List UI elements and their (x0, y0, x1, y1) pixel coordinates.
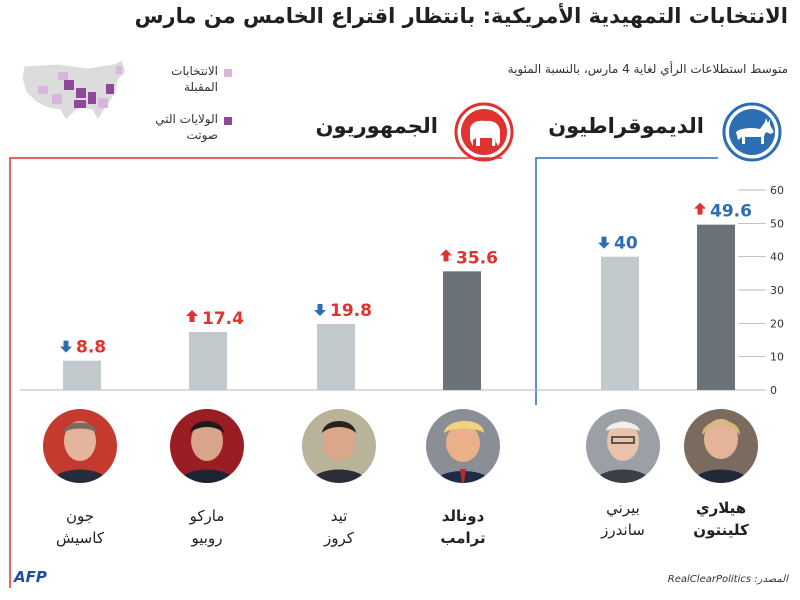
bar-الديموقراطيون-0 (697, 224, 735, 390)
value-label: 19.8 (330, 301, 372, 321)
y-tick-label: 40 (770, 251, 784, 264)
republicans-frame (9, 157, 502, 588)
value-label: 35.6 (456, 248, 498, 268)
democrats-label: الديموقراطيون (548, 114, 704, 138)
trump-portrait (426, 409, 500, 483)
y-tick-label: 60 (770, 184, 784, 197)
upcoming-legend-swatch (224, 69, 232, 77)
page-title: الانتخابات التمهيدية الأمريكية: بانتظار … (134, 4, 788, 28)
us-map-icon (21, 59, 127, 121)
bar-الديموقراطيون-1 (601, 256, 639, 390)
chart-subtitle: متوسط استطلاعات الرأي لغاية 4 مارس، بالن… (507, 62, 788, 76)
candidate-name-rubio: ماركو روبيو (189, 507, 225, 547)
clinton-portrait (684, 409, 758, 483)
trend-up-icon (440, 249, 452, 262)
voted-legend-label: الولايات التي صوتت (155, 112, 218, 142)
democrats-frame (535, 157, 718, 405)
bar-الجمهوريون-1 (317, 324, 355, 390)
trend-down-icon (60, 340, 72, 353)
republicans-label: الجمهوريون (315, 114, 438, 138)
bar-الجمهوريون-0 (443, 271, 481, 390)
y-tick-label: 30 (770, 284, 784, 297)
bar-الجمهوريون-3 (63, 360, 101, 390)
trend-down-icon (314, 304, 326, 316)
value-label: 8.8 (76, 338, 106, 358)
value-label: 17.4 (202, 309, 244, 329)
y-tick-label: 20 (770, 317, 784, 330)
trend-up-icon (186, 310, 198, 322)
trend-up-icon (694, 202, 706, 215)
trend-down-icon (598, 236, 610, 249)
y-tick-label: 10 (770, 351, 784, 364)
candidate-name-cruz: تيد كروز (324, 507, 354, 547)
kasich-portrait (43, 409, 117, 483)
candidate-name-trump: دونالد ترامب (440, 507, 486, 547)
elephant-icon (454, 102, 514, 162)
sanders-portrait (586, 409, 660, 483)
donkey-icon (722, 102, 782, 162)
candidate-name-clinton: هيلاري كلينتون (693, 499, 749, 539)
candidate-name-kasich: جون كاسيش (56, 507, 104, 547)
value-label: 49.6 (710, 202, 752, 222)
source-credit: المصدر: RealClearPolitics (667, 574, 788, 585)
cruz-portrait (302, 409, 376, 483)
upcoming-legend-label: الانتخابات المقبلة (171, 64, 218, 94)
voted-legend-swatch (224, 117, 232, 125)
value-label: 40 (614, 234, 638, 254)
afp-logo: AFP (14, 568, 47, 586)
bar-الجمهوريون-2 (189, 332, 227, 390)
rubio-portrait (170, 409, 244, 483)
y-tick-label: 0 (770, 384, 777, 397)
y-tick-label: 50 (770, 217, 784, 230)
candidate-name-sanders: بيرني ساندرز (601, 499, 645, 539)
